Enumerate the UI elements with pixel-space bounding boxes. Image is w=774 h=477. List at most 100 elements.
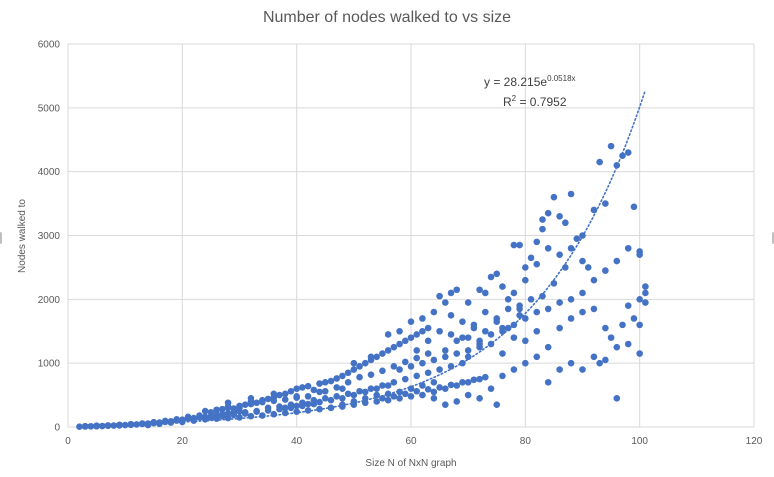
data-point <box>459 334 466 341</box>
y-axis-label: Nodes walked to <box>17 199 28 273</box>
data-point <box>390 393 398 400</box>
data-point <box>264 407 272 414</box>
data-point <box>173 416 180 423</box>
data-point <box>642 289 649 297</box>
data-point <box>207 409 215 416</box>
data-point <box>630 203 638 211</box>
data-point <box>544 244 552 252</box>
data-point <box>81 422 89 430</box>
data-point <box>464 379 472 386</box>
data-point <box>556 324 563 332</box>
data-point <box>499 350 506 357</box>
data-point <box>276 405 283 413</box>
data-point <box>230 405 238 412</box>
data-point <box>327 377 335 385</box>
data-point <box>453 337 461 345</box>
data-point <box>447 311 455 319</box>
data-point <box>224 399 232 407</box>
data-point <box>436 384 443 391</box>
data-point <box>396 327 403 335</box>
data-point <box>527 254 535 262</box>
data-point <box>379 367 386 375</box>
data-point <box>224 404 232 412</box>
data-point <box>556 213 563 220</box>
data-point <box>590 276 598 284</box>
data-point <box>339 394 346 402</box>
data-point <box>567 296 575 303</box>
data-point <box>184 413 192 421</box>
data-point <box>379 382 386 389</box>
data-point <box>390 343 398 351</box>
data-point <box>544 379 552 386</box>
data-point <box>493 318 501 325</box>
data-point <box>310 386 318 394</box>
data-point <box>224 414 232 422</box>
data-point <box>293 394 300 401</box>
data-point <box>539 292 546 300</box>
data-point <box>219 405 226 413</box>
data-point <box>550 193 558 201</box>
trendline-r-squared: R2 = 0.7952 <box>503 94 567 109</box>
data-point <box>624 149 632 156</box>
data-point <box>487 331 495 338</box>
data-point <box>619 321 626 329</box>
data-point <box>367 371 375 378</box>
data-point <box>241 410 249 417</box>
data-point <box>424 350 432 357</box>
data-point <box>504 296 512 303</box>
data-point <box>533 353 541 361</box>
data-point <box>636 296 643 303</box>
data-point <box>556 366 563 373</box>
data-point <box>196 412 203 419</box>
data-point <box>390 379 398 386</box>
data-point <box>596 158 603 166</box>
data-point <box>487 385 495 393</box>
data-point <box>419 315 426 322</box>
data-point <box>624 340 632 348</box>
data-point <box>522 337 529 345</box>
data-point <box>464 353 472 361</box>
data-point <box>384 331 392 338</box>
data-point <box>401 337 409 345</box>
data-point <box>110 422 118 429</box>
data-point <box>276 391 283 399</box>
x-tick-label: 100 <box>631 436 648 447</box>
data-point <box>579 308 586 316</box>
gridlines <box>67 43 755 428</box>
data-point <box>270 410 278 418</box>
data-point <box>567 359 575 367</box>
data-point <box>304 382 312 390</box>
x-tick-label: 40 <box>291 436 303 447</box>
data-point <box>482 308 489 316</box>
data-point <box>459 379 466 386</box>
data-point <box>613 343 621 351</box>
data-point <box>219 412 226 420</box>
data-point <box>544 343 552 351</box>
data-point <box>344 379 352 386</box>
data-point <box>413 354 421 362</box>
x-tick-label: 20 <box>177 436 189 447</box>
data-point <box>419 382 426 389</box>
data-point <box>630 315 638 322</box>
data-point <box>384 382 392 389</box>
data-point <box>413 372 421 380</box>
data-point <box>407 393 415 400</box>
data-point <box>539 225 546 233</box>
data-point <box>533 308 541 316</box>
data-point <box>253 408 260 415</box>
chart-resize-handle-right[interactable] <box>772 232 774 244</box>
chart-resize-handle-left[interactable] <box>0 232 2 244</box>
data-point <box>287 387 295 395</box>
data-point <box>419 327 426 335</box>
data-point <box>133 421 140 428</box>
data-point <box>407 334 415 341</box>
data-point <box>339 372 346 380</box>
data-point <box>384 396 392 404</box>
data-point <box>104 422 112 429</box>
data-point <box>493 270 501 278</box>
data-point <box>419 359 426 367</box>
data-point <box>539 216 546 223</box>
data-point <box>636 321 643 329</box>
data-point <box>562 219 569 227</box>
data-point <box>430 356 438 364</box>
